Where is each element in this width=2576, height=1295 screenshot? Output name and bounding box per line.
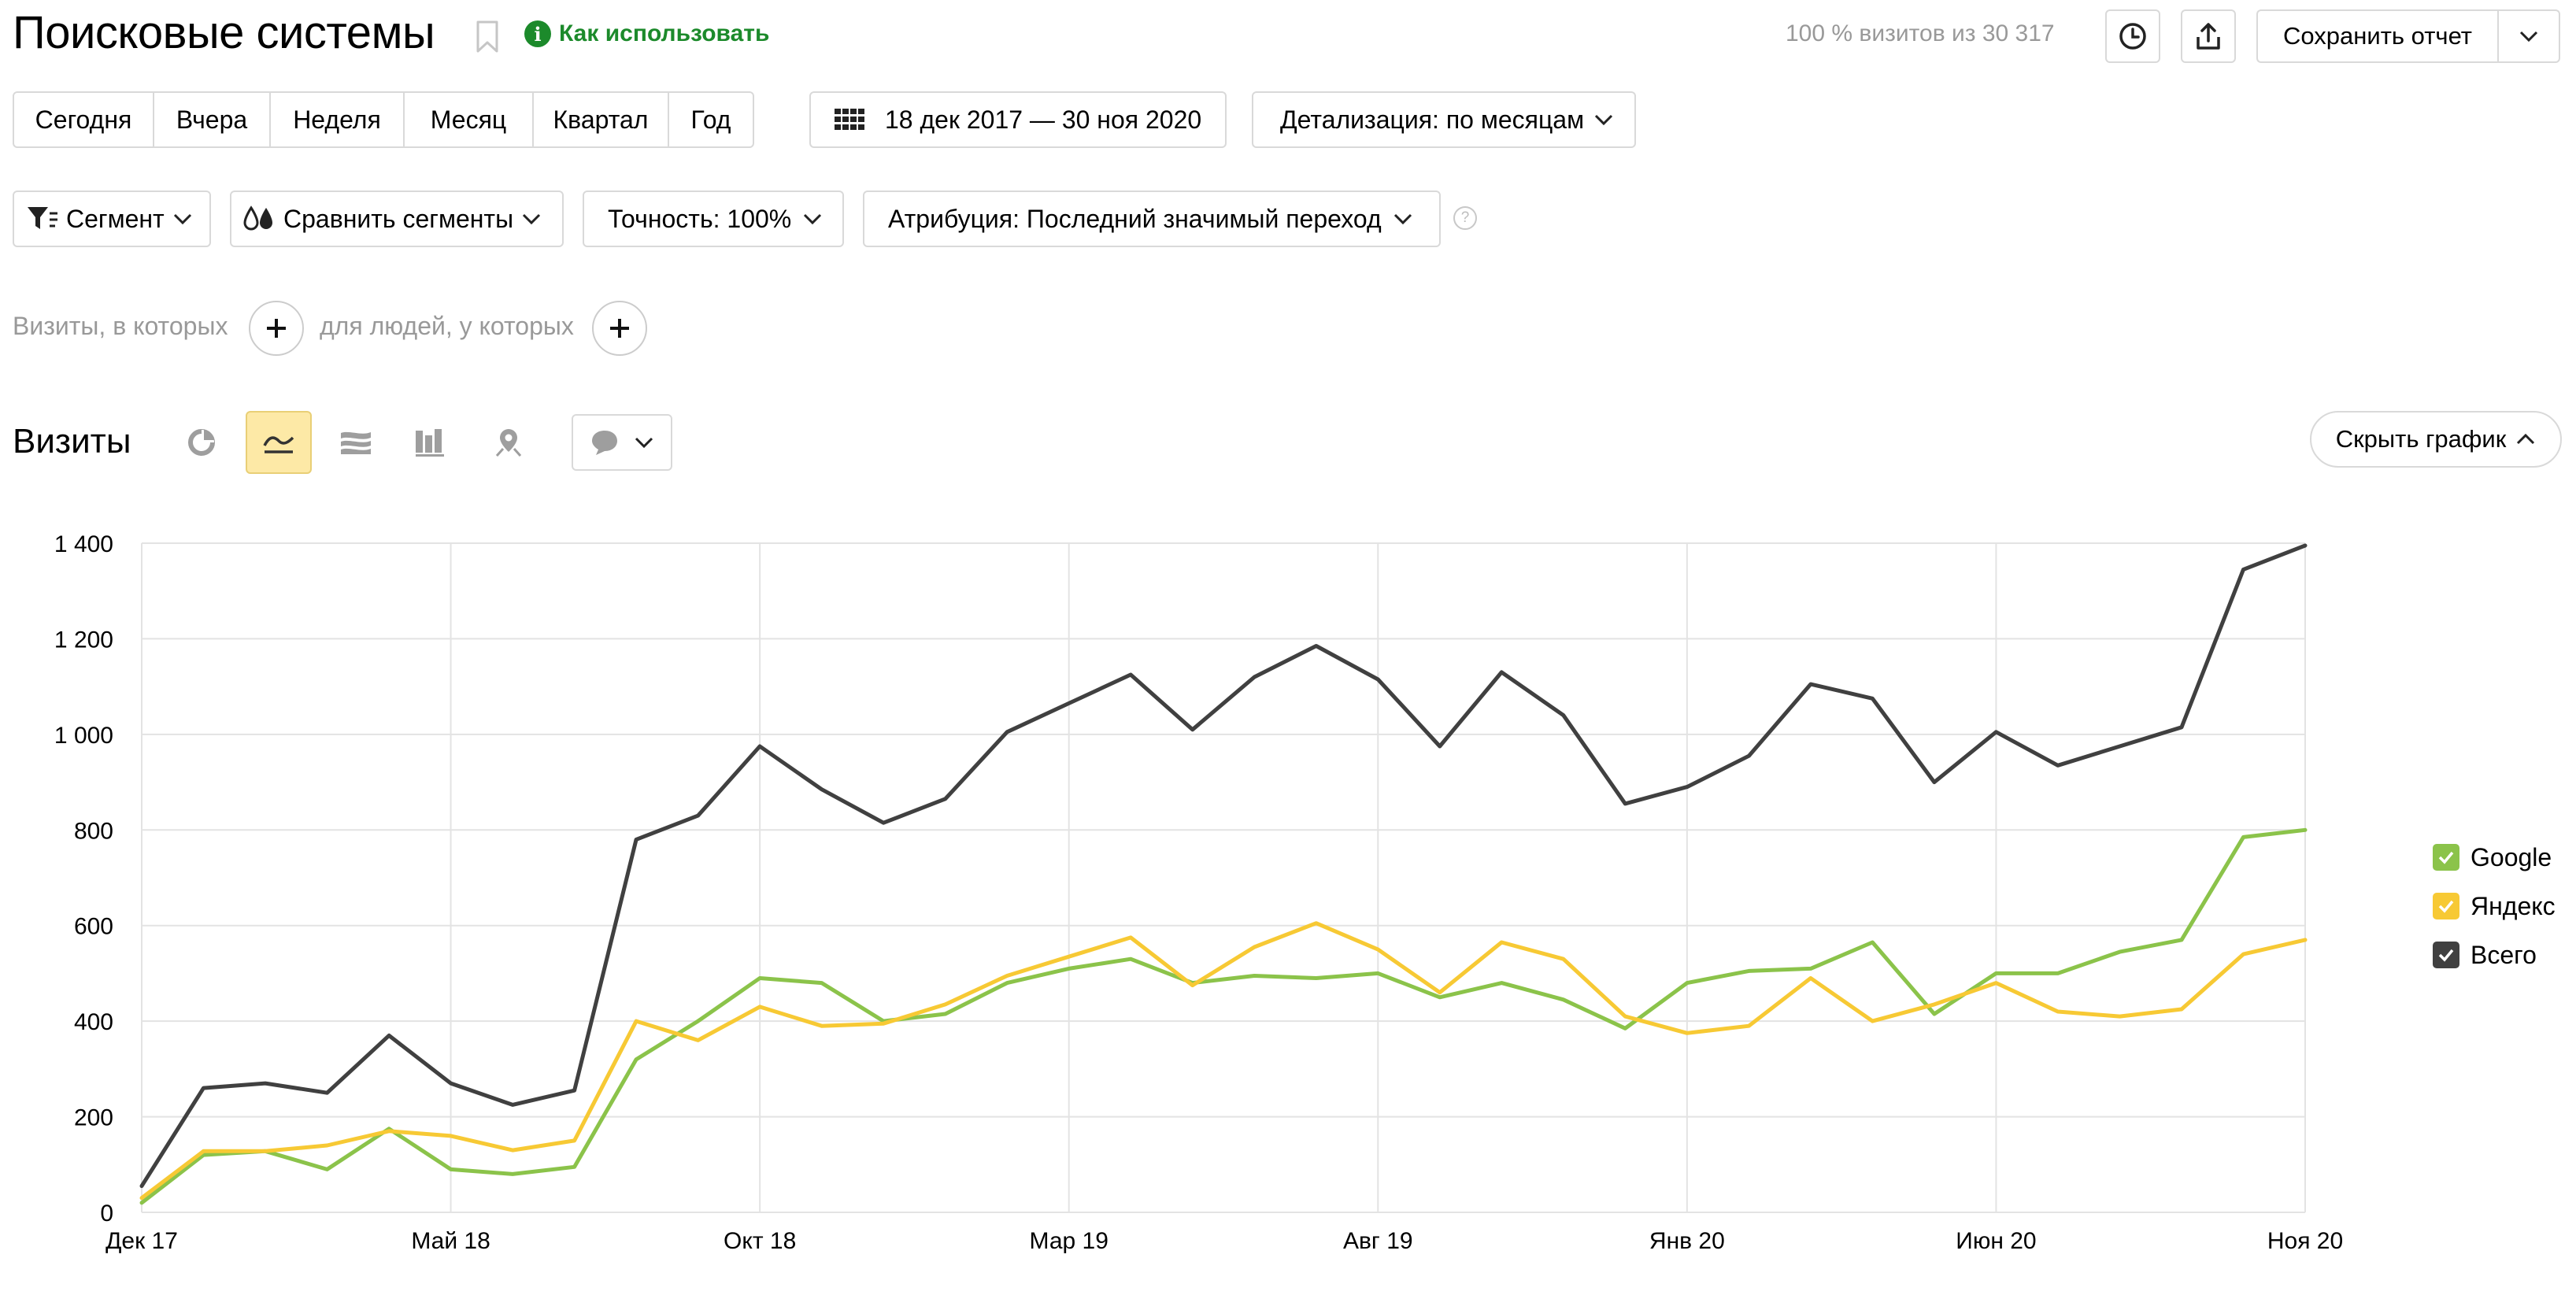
period-yesterday[interactable]: Вчера: [154, 93, 271, 146]
notes-dropdown[interactable]: [572, 414, 672, 471]
visits-condition-label: Визиты, в которых: [13, 312, 228, 340]
bar-chart-button[interactable]: [397, 411, 463, 474]
chevron-up-icon: [2517, 433, 2535, 445]
y-tick-label: 400: [74, 1009, 113, 1035]
x-tick-label: Окт 18: [724, 1228, 796, 1254]
accuracy-dropdown[interactable]: Точность: 100%: [583, 191, 844, 247]
legend-item-google[interactable]: Google: [2433, 833, 2556, 882]
period-selector: Сегодня Вчера Неделя Месяц Квартал Год: [13, 91, 754, 148]
compare-icon: [243, 205, 272, 231]
series-line-yandex: [139, 921, 2308, 1201]
compare-segments-dropdown[interactable]: Сравнить сегменты: [230, 191, 564, 247]
y-tick-label: 1 200: [54, 627, 113, 653]
legend-label-google: Google: [2471, 842, 2552, 871]
y-tick-label: 200: [74, 1105, 113, 1131]
page-title: Поисковые системы: [13, 7, 435, 58]
period-month[interactable]: Месяц: [405, 93, 534, 146]
people-condition-label: для людей, у которых: [320, 312, 574, 340]
accuracy-label: Точность: 100%: [608, 204, 792, 233]
x-tick-label: Мар 19: [1030, 1228, 1108, 1254]
save-report-button[interactable]: Сохранить отчет: [2256, 9, 2497, 63]
add-people-condition-button[interactable]: [592, 301, 647, 356]
legend-label-total: Всего: [2471, 940, 2537, 969]
attribution-dropdown[interactable]: Атрибуция: Последний значимый переход: [863, 191, 1441, 247]
segment-dropdown[interactable]: Сегмент: [13, 191, 211, 247]
segment-label: Сегмент: [66, 204, 165, 233]
visits-sampling-note: 100 % визитов из 30 317: [1786, 20, 2055, 46]
filter-icon: [28, 207, 57, 229]
chevron-down-icon: [1595, 114, 1613, 126]
legend-item-total[interactable]: Всего: [2433, 931, 2556, 979]
x-tick-label: Авг 19: [1343, 1228, 1413, 1254]
chevron-down-icon: [2519, 31, 2538, 43]
area-chart-button[interactable]: [323, 411, 389, 474]
line-chart-icon: [263, 436, 294, 453]
bar-chart-icon: [416, 429, 444, 457]
x-tick-label: Май 18: [411, 1228, 490, 1254]
chevron-down-icon: [804, 213, 822, 225]
legend-label-yandex: Яндекс: [2471, 891, 2556, 920]
period-week[interactable]: Неделя: [271, 93, 405, 146]
chevron-down-icon: [173, 213, 191, 225]
plus-icon: [267, 319, 286, 338]
add-visit-condition-button[interactable]: [249, 301, 304, 356]
section-title: Визиты: [13, 422, 131, 461]
hide-chart-label: Скрыть график: [2335, 425, 2507, 453]
map-button[interactable]: [476, 411, 542, 474]
y-tick-label: 800: [74, 818, 113, 844]
bookmark-icon[interactable]: [476, 20, 499, 54]
check-icon: [2433, 844, 2459, 871]
hide-chart-button[interactable]: Скрыть график: [2310, 411, 2562, 468]
chevron-down-icon: [1393, 213, 1412, 225]
detail-dropdown[interactable]: Детализация: по месяцам: [1252, 91, 1636, 148]
period-quarter[interactable]: Квартал: [534, 93, 669, 146]
y-tick-label: 0: [100, 1201, 113, 1227]
history-button[interactable]: [2105, 9, 2160, 63]
comment-icon: [592, 431, 617, 455]
visits-line-chart: 0 200 400 600 800 1 000 1 200 1 400 Дек 17 Май 18…: [54, 531, 2343, 1254]
save-report-dropdown[interactable]: [2497, 9, 2560, 63]
line-chart-button[interactable]: [246, 411, 312, 474]
info-icon: i: [524, 20, 551, 47]
attribution-help-icon[interactable]: ?: [1453, 206, 1477, 230]
x-tick-label: Июн 20: [1956, 1228, 2036, 1254]
series-line-total: [139, 543, 2308, 1189]
map-icon: [495, 429, 522, 457]
x-tick-label: Ноя 20: [2267, 1228, 2343, 1254]
legend-item-yandex[interactable]: Яндекс: [2433, 882, 2556, 931]
detail-label: Детализация: по месяцам: [1280, 105, 1585, 134]
plus-icon: [610, 319, 629, 338]
chevron-down-icon: [635, 437, 653, 449]
calendar-icon: [835, 109, 864, 130]
pie-chart-icon: [188, 429, 215, 456]
period-year[interactable]: Год: [690, 105, 731, 134]
date-range-label: 18 дек 2017 — 30 ноя 2020: [885, 105, 1202, 134]
period-today[interactable]: Сегодня: [14, 93, 154, 146]
how-to-use-label: Как использовать: [559, 20, 770, 46]
area-chart-icon: [341, 431, 371, 454]
share-button[interactable]: [2181, 9, 2236, 63]
date-range-picker[interactable]: 18 дек 2017 — 30 ноя 2020: [809, 91, 1227, 148]
pie-chart-button[interactable]: [168, 411, 235, 474]
x-tick-label: Янв 20: [1649, 1228, 1725, 1254]
y-tick-label: 1 400: [54, 531, 113, 557]
series-line-google: [139, 827, 2308, 1205]
y-tick-label: 600: [74, 914, 113, 940]
check-icon: [2433, 893, 2459, 919]
compare-label: Сравнить сегменты: [283, 204, 514, 233]
chevron-down-icon: [523, 213, 541, 225]
x-tick-label: Дек 17: [105, 1228, 178, 1254]
attribution-label: Атрибуция: Последний значимый переход: [888, 204, 1382, 233]
chart-legend: Google Яндекс Всего: [2433, 833, 2556, 979]
y-tick-label: 1 000: [54, 723, 113, 749]
history-icon: [2119, 23, 2146, 50]
share-icon: [2197, 23, 2220, 50]
check-icon: [2433, 942, 2459, 968]
how-to-use-link[interactable]: i Как использовать: [524, 20, 769, 47]
